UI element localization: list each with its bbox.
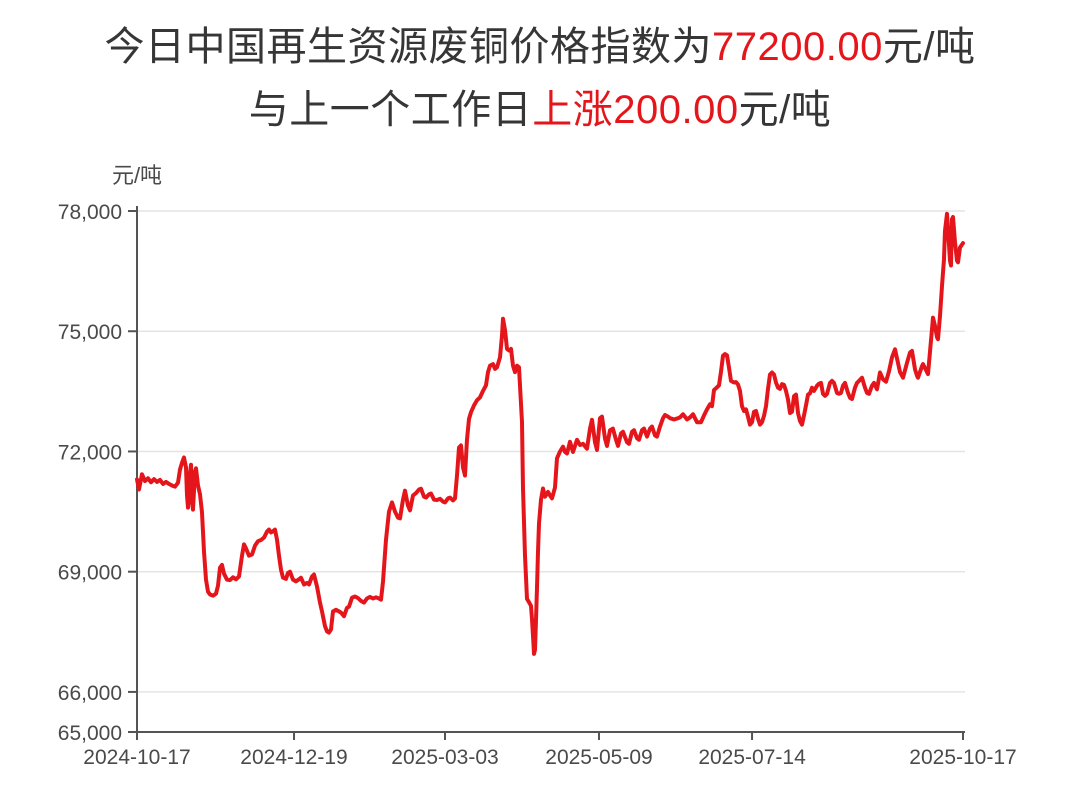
x-tick-label: 2025-10-17: [909, 746, 1016, 769]
y-tick-label: 66,000: [58, 682, 122, 705]
title-line-2-text: 与上一个工作日: [248, 88, 533, 132]
x-tick-label: 2025-05-09: [545, 746, 652, 769]
title-line-1: 今日中国再生资源废铜价格指数为77200.00元/吨: [0, 16, 1080, 79]
y-tick-label: 69,000: [58, 562, 122, 585]
x-tick-label: 2025-03-03: [391, 746, 498, 769]
title-line-1-text: 今日中国再生资源废铜价格指数为: [104, 25, 713, 69]
title-line-1-price-value: 77200.00: [712, 25, 883, 69]
title-line-2: 与上一个工作日上涨200.00元/吨: [0, 79, 1080, 142]
title-line-2-change-value: 上涨200.00: [532, 88, 739, 132]
x-tick-label: 2024-12-19: [240, 746, 347, 769]
y-tick-label: 75,000: [58, 321, 122, 344]
page-title: 今日中国再生资源废铜价格指数为77200.00元/吨 与上一个工作日上涨200.…: [0, 0, 1080, 142]
x-tick-label: 2024-10-17: [83, 746, 190, 769]
y-tick-label: 65,000: [58, 722, 122, 745]
title-line-1-unit: 元/吨: [882, 25, 976, 69]
y-tick-label: 72,000: [58, 441, 122, 464]
x-tick-label: 2025-07-14: [698, 746, 806, 769]
y-axis-unit-label: 元/吨: [112, 163, 162, 188]
price-line-series: [135, 211, 965, 656]
title-line-2-unit: 元/吨: [738, 88, 832, 132]
y-tick-label: 78,000: [58, 201, 122, 224]
